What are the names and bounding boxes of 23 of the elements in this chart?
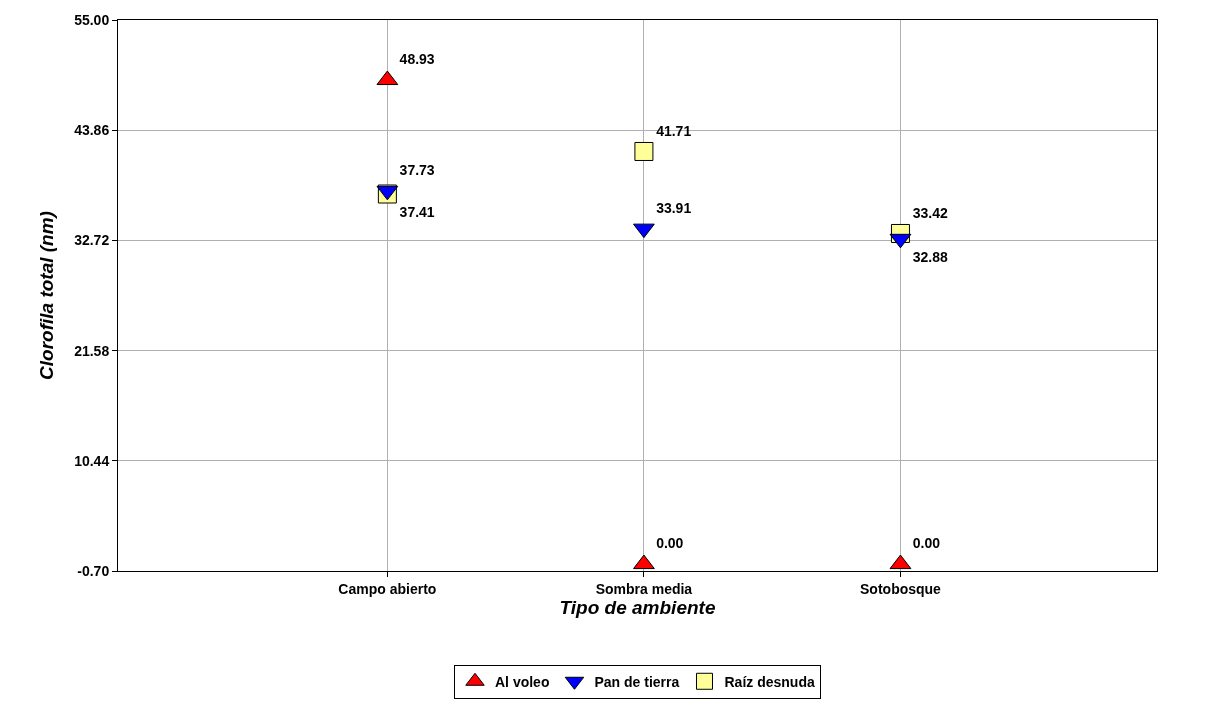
data-label: 0.00: [656, 535, 684, 552]
y-tick-label: 21.58: [74, 342, 110, 359]
data-label: 0.00: [912, 535, 941, 552]
y-tick-label: 43.86: [74, 122, 110, 139]
legend-label: Al voleo: [495, 673, 550, 690]
data-label: 32.88: [912, 248, 948, 265]
legend-label: Raíz desnuda: [724, 673, 815, 690]
x-tick-label: Sombra media: [595, 580, 693, 597]
data-label: 33.42: [912, 204, 948, 221]
data-label: 37.73: [399, 162, 435, 179]
legend-label: Pan de tierra: [594, 673, 680, 690]
x-tick-label: Sotobosque: [860, 580, 942, 597]
data-label: 41.71: [656, 122, 692, 139]
y-tick-label: -0.70: [77, 562, 110, 579]
y-axis-title: Clorofila total (nm): [36, 211, 57, 380]
x-axis-title: Tipo de ambiente: [559, 596, 716, 618]
y-tick-label: 10.44: [74, 452, 110, 469]
y-tick-label: 55.00: [74, 11, 110, 28]
data-label: 37.41: [399, 203, 435, 220]
x-tick-label: Campo abierto: [338, 580, 437, 597]
data-label: 48.93: [399, 51, 435, 68]
data-label: 33.91: [656, 199, 692, 216]
y-tick-label: 32.72: [74, 232, 110, 249]
